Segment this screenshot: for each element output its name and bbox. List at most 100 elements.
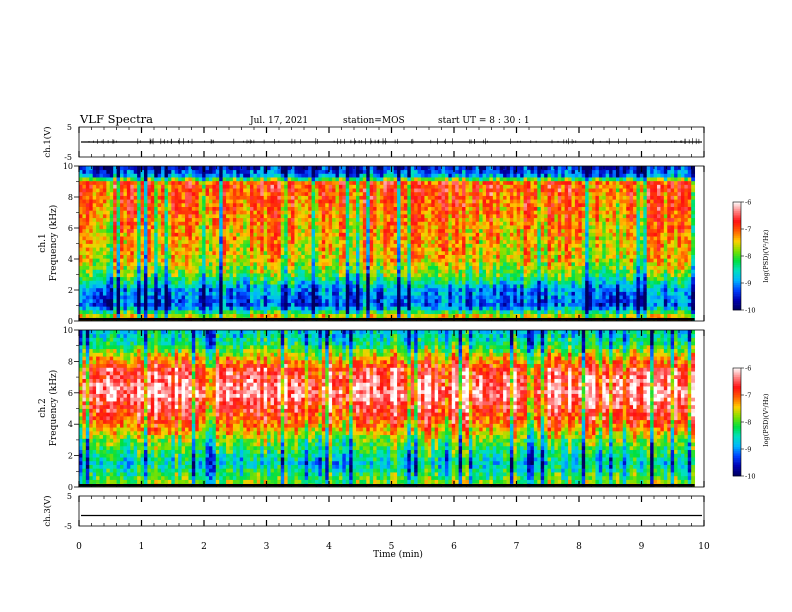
ch1-spectrogram-cell [379, 169, 384, 174]
ch1-spectrogram-cell [383, 228, 388, 233]
ch1-spectrogram-cell [256, 169, 261, 174]
ch1-spectrogram-cell [96, 188, 100, 193]
ch1-spectrogram-cell [332, 265, 336, 270]
ch1-spectrogram-cell [308, 273, 312, 278]
ch1-spectrogram-cell [294, 273, 299, 278]
ch1-spectrogram-cell [198, 213, 203, 219]
ch1-spectrogram-cell [383, 221, 388, 226]
ch1-spectrogram-cell [181, 302, 186, 307]
ch1-spectrogram-cell [468, 173, 473, 178]
ch1-spectrogram-cell [137, 166, 141, 171]
ch1-spectrogram-cell [161, 306, 165, 311]
ch1-spectrogram-cell [342, 258, 347, 263]
ch1-spectrogram-cell [349, 206, 354, 211]
ch1-spectrogram-cell [458, 166, 463, 171]
ch1-spectrogram-cell [356, 302, 360, 307]
ch1-spectrogram-cell [212, 313, 217, 318]
ch1-spectrogram-cell [287, 213, 292, 219]
ch1-spectrogram-cell [154, 258, 159, 263]
ch1-spectrogram-cell [335, 247, 340, 252]
ch1-spectrogram-cell [140, 284, 145, 289]
ch1-spectrogram-cell [311, 166, 316, 171]
ch1-spectrogram-cell [116, 213, 121, 219]
ch1-spectrogram-cell [441, 291, 446, 296]
ch1-spectrogram-cell [147, 258, 152, 263]
ch1-spectrogram-cell [253, 232, 258, 237]
ch1-spectrogram-cell [202, 180, 206, 185]
ch1-spectrogram-cell [126, 217, 131, 222]
ch1-spectrogram-cell [96, 250, 100, 255]
ch1-spectrogram-cell [243, 254, 247, 259]
ch1-spectrogram-cell [82, 166, 87, 171]
ch1-spectrogram-cell [174, 166, 179, 171]
ch1-spectrogram-cell [397, 195, 401, 200]
ch1-spectrogram-cell [373, 265, 377, 270]
ch1-spectrogram-cell [366, 276, 371, 281]
ch1-spectrogram-cell [106, 213, 111, 219]
ch1-spectrogram-cell [376, 280, 381, 285]
ch1-spectrogram-cell [451, 243, 456, 248]
ch1-spectrogram-cell [383, 280, 388, 285]
ch1-spectrogram-cell [356, 188, 360, 193]
ch1-spectrogram-cell [208, 199, 213, 204]
ch1-spectrogram-cell [369, 206, 374, 211]
ch1-spectrogram-cell [116, 291, 121, 296]
ch1-spectrogram-cell [140, 225, 145, 230]
ch1-spectrogram-cell [267, 202, 271, 207]
ch1-spectrogram-cell [236, 184, 241, 189]
ch1-spectrogram-cell [468, 273, 473, 278]
ch1-spectrogram-cell [280, 309, 285, 315]
ch1-spectrogram-cell [260, 236, 265, 241]
ch1-spectrogram-cell [455, 269, 460, 274]
ch1-spectrogram-cell [260, 195, 265, 200]
ch1-spectrogram-cell [373, 254, 377, 259]
ch1-spectrogram-cell [174, 280, 179, 285]
ch1-spectrogram-cell [85, 195, 90, 200]
ch1-spectrogram-cell [301, 232, 306, 237]
ch1-spectrogram-cell [250, 184, 254, 189]
ch1-spectrogram-cell [349, 295, 354, 300]
ch1-spectrogram-cell [106, 228, 111, 233]
ch1-spectrogram-cell [167, 206, 172, 211]
ch1-spectrogram-cell [143, 302, 148, 307]
ch1-spectrogram-cell [338, 298, 343, 303]
ch1-spectrogram-cell [113, 236, 118, 241]
ch1-spectrogram-cell [229, 313, 234, 318]
ch1-spectrogram-cell [222, 284, 227, 289]
ch1-spectrogram-cell [468, 206, 473, 211]
ch1-spectrogram-cell [195, 188, 200, 193]
ch1-spectrogram-cell [338, 295, 343, 300]
ch1-spectrogram-cell [386, 239, 391, 244]
ch1-spectrogram-cell [417, 298, 422, 303]
ch1-spectrogram-cell [431, 284, 436, 289]
ch1-spectrogram-cell [325, 184, 330, 189]
ch1-spectrogram-cell [208, 291, 213, 296]
ch1-spectrogram-cell [458, 284, 463, 289]
ch1-spectrogram-cell [137, 291, 141, 296]
ch1-spectrogram-cell [232, 254, 237, 259]
ch1-spectrogram-cell [126, 199, 131, 204]
ch1-spectrogram-cell [222, 188, 227, 193]
ch1-spectrogram-cell [349, 213, 354, 219]
ch1-spectrogram-cell [208, 258, 213, 263]
ch1-spectrogram-cell [171, 202, 176, 207]
ch1-spectrogram-cell [130, 254, 135, 259]
ch1-spectrogram-cell [195, 250, 200, 255]
ch1-spectrogram-cell [267, 306, 271, 311]
ch1-spectrogram-cell [167, 236, 172, 241]
ch1-spectrogram-cell [393, 276, 398, 281]
ch1-spectrogram-cell [109, 298, 114, 303]
ch1-spectrogram-cell [458, 254, 463, 259]
ch1-spectrogram-cell [403, 228, 408, 233]
ch1-spectrogram-cell [345, 236, 350, 241]
ch1-spectrogram-cell [239, 291, 244, 296]
ch1-spectrogram-cell [379, 180, 384, 185]
ch1-spectrogram-cell [410, 180, 415, 185]
ch1-spectrogram-cell [342, 206, 347, 211]
ch1-spectrogram-cell [253, 298, 258, 303]
ch1-spectrogram-cell [205, 287, 210, 292]
ch1-spectrogram-cell [386, 273, 391, 278]
ch1-spectrogram-cell [280, 250, 285, 255]
ch1-spectrogram-cell [202, 199, 206, 204]
ch1-spectrogram-cell [462, 239, 466, 244]
